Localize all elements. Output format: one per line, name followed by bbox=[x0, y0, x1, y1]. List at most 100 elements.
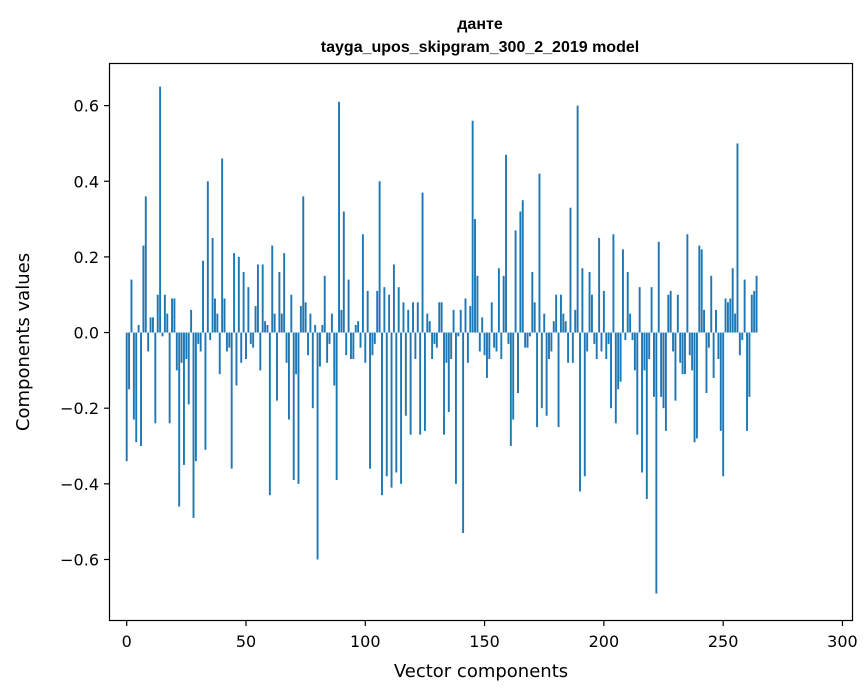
chart-subtitle: tayga_upos_skipgram_300_2_2019 model bbox=[321, 39, 639, 56]
bar bbox=[416, 302, 419, 333]
bar bbox=[218, 332, 221, 375]
bar bbox=[443, 332, 445, 435]
bar bbox=[497, 268, 500, 333]
bar bbox=[352, 332, 355, 360]
bar bbox=[421, 192, 424, 333]
bar bbox=[447, 332, 450, 412]
bar bbox=[187, 332, 190, 405]
y-axis-label: Components values bbox=[13, 253, 34, 431]
bar bbox=[586, 332, 589, 352]
bar bbox=[512, 332, 515, 420]
bar bbox=[550, 332, 553, 352]
bar bbox=[183, 332, 185, 465]
bar bbox=[562, 313, 565, 333]
bar bbox=[230, 332, 233, 469]
bar bbox=[600, 332, 603, 352]
bar bbox=[595, 332, 598, 360]
x-tick-label: 100 bbox=[350, 632, 381, 651]
bar bbox=[240, 332, 243, 363]
bar bbox=[287, 332, 290, 420]
bar bbox=[574, 309, 577, 333]
bar bbox=[173, 298, 176, 333]
bar bbox=[247, 287, 250, 333]
bar bbox=[734, 313, 737, 333]
bar bbox=[199, 332, 202, 352]
y-tick-label: −0.6 bbox=[60, 550, 99, 569]
bar bbox=[311, 332, 314, 409]
bar bbox=[147, 332, 150, 352]
bar bbox=[679, 332, 682, 363]
bar bbox=[583, 332, 586, 477]
y-tick-label: −0.2 bbox=[60, 399, 99, 418]
bar bbox=[607, 332, 610, 344]
bar bbox=[283, 253, 286, 333]
bar bbox=[383, 287, 386, 333]
bar bbox=[555, 294, 558, 333]
bar bbox=[538, 173, 541, 333]
bar bbox=[271, 245, 274, 333]
bar bbox=[366, 290, 369, 333]
bar bbox=[254, 306, 257, 333]
bar bbox=[619, 332, 622, 382]
bar bbox=[299, 306, 302, 333]
bar bbox=[660, 332, 663, 397]
bar bbox=[175, 332, 178, 371]
bar bbox=[593, 332, 596, 344]
bar bbox=[328, 332, 331, 344]
bar bbox=[636, 332, 639, 435]
bar bbox=[629, 313, 632, 333]
bar bbox=[342, 211, 345, 333]
x-tick-label: 250 bbox=[708, 632, 739, 651]
bar bbox=[531, 272, 534, 333]
bar bbox=[245, 332, 247, 360]
bar bbox=[464, 298, 467, 333]
bar bbox=[500, 332, 503, 360]
bar bbox=[292, 332, 295, 481]
bar bbox=[171, 298, 173, 333]
bar bbox=[481, 317, 484, 333]
y-tick-label: 0.0 bbox=[74, 324, 99, 343]
bar bbox=[588, 272, 591, 333]
bar bbox=[400, 332, 403, 484]
bar bbox=[736, 143, 739, 333]
bar bbox=[350, 332, 352, 360]
bar bbox=[221, 158, 224, 333]
bar bbox=[676, 294, 679, 333]
bar bbox=[166, 313, 169, 333]
bar bbox=[502, 275, 505, 333]
bar bbox=[276, 332, 278, 401]
bar bbox=[431, 332, 434, 360]
bar bbox=[256, 264, 259, 333]
bar bbox=[526, 332, 529, 348]
bar bbox=[724, 298, 727, 333]
bar bbox=[354, 324, 357, 333]
bar bbox=[722, 332, 725, 477]
bar bbox=[395, 332, 398, 473]
bar bbox=[361, 234, 364, 333]
bar bbox=[385, 332, 388, 477]
bar bbox=[688, 332, 691, 356]
bar bbox=[667, 294, 670, 333]
bar bbox=[319, 332, 321, 367]
bar bbox=[151, 317, 154, 333]
bar bbox=[285, 332, 288, 363]
bar bbox=[373, 332, 376, 344]
bar bbox=[249, 332, 252, 344]
bar bbox=[681, 332, 684, 375]
x-tick-label: 150 bbox=[469, 632, 500, 651]
bar bbox=[664, 332, 667, 431]
bar bbox=[707, 332, 710, 348]
plot-frame bbox=[108, 62, 854, 622]
bar bbox=[280, 313, 283, 333]
bar bbox=[622, 249, 624, 333]
bar bbox=[712, 332, 715, 378]
bar bbox=[614, 332, 617, 424]
bar bbox=[371, 332, 374, 356]
bar bbox=[729, 298, 732, 333]
bar bbox=[154, 332, 157, 424]
bar bbox=[140, 332, 142, 447]
bar bbox=[402, 302, 405, 333]
y-tick-label: 0.6 bbox=[74, 97, 99, 116]
bar bbox=[662, 332, 665, 409]
bar bbox=[719, 332, 722, 431]
